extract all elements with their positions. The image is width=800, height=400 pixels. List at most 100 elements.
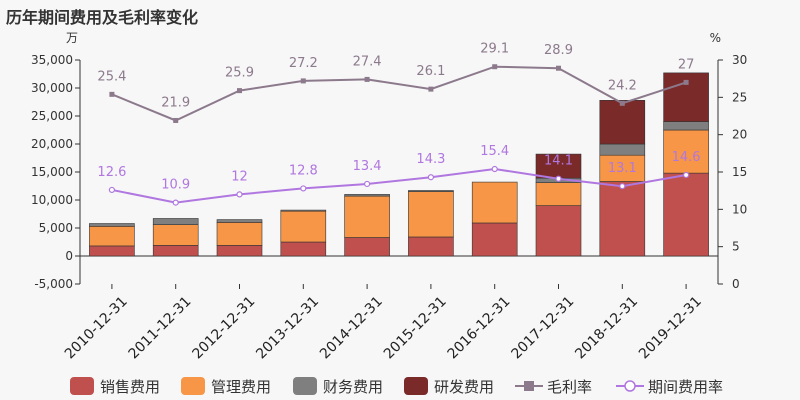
- legend-swatch: [70, 377, 94, 395]
- data-label: 27.4: [353, 54, 382, 69]
- line-point: [300, 78, 306, 84]
- left-axis-unit: 万: [66, 31, 78, 45]
- bar-segment: [152, 245, 199, 257]
- x-tick-label: 2016-12-31: [445, 294, 514, 363]
- x-tick-label: 2017-12-31: [508, 294, 577, 363]
- bar-segment: [89, 226, 135, 247]
- chart-title: 历年期间费用及毛利率变化: [6, 8, 199, 27]
- bar-segment: [535, 205, 582, 257]
- line-point: [556, 65, 561, 71]
- legend-swatch: [181, 377, 205, 395]
- bar-segment: [599, 181, 646, 257]
- data-label: 14.1: [544, 154, 573, 169]
- right-tick-label: 0: [732, 277, 740, 291]
- line-point: [237, 88, 242, 94]
- data-label: 21.9: [161, 95, 190, 110]
- legend-swatch: [404, 377, 428, 395]
- bar-segment: [152, 224, 199, 246]
- left-tick-label: 30,000: [31, 81, 73, 95]
- data-label: 24.2: [608, 78, 637, 93]
- series-line: [111, 168, 687, 204]
- legend-swatch: [293, 377, 317, 395]
- data-label: 25.4: [97, 69, 126, 84]
- line-point: [172, 199, 179, 206]
- legend-marker: [624, 380, 636, 392]
- bar-segment: [471, 181, 518, 224]
- line-point: [619, 183, 626, 190]
- bar-segment: [280, 241, 327, 257]
- bar-segment: [599, 100, 646, 145]
- line-point: [427, 174, 434, 181]
- bar-segment: [663, 172, 709, 257]
- bar-segment: [344, 237, 390, 257]
- x-tick-label: 2014-12-31: [317, 294, 386, 363]
- bar-segment: [599, 143, 646, 156]
- right-axis-unit: %: [710, 31, 721, 45]
- data-label: 14.3: [416, 152, 445, 167]
- line-point: [682, 171, 690, 179]
- bar-segment: [471, 222, 518, 257]
- line-point: [683, 79, 689, 85]
- line-point: [173, 117, 179, 123]
- left-tick-label: 20,000: [31, 137, 73, 151]
- legend-label: 研发费用: [434, 378, 494, 396]
- bar-segment: [89, 223, 135, 227]
- data-label: 13.4: [353, 159, 382, 174]
- data-label: 14.6: [672, 150, 701, 165]
- x-tick-label: 2018-12-31: [572, 294, 641, 363]
- bar-segment: [216, 245, 263, 257]
- right-tick-label: 30: [732, 53, 747, 67]
- bar-segment: [280, 210, 327, 243]
- bar-segment: [344, 194, 390, 197]
- x-tick-label: 2011-12-31: [126, 294, 195, 363]
- bar-segment: [89, 245, 135, 257]
- line-point: [364, 180, 371, 188]
- bar-segment: [599, 154, 646, 182]
- bar-segment: [152, 218, 199, 225]
- line-point: [555, 175, 562, 182]
- bar-segment: [280, 209, 327, 212]
- bar-segment: [216, 222, 263, 246]
- legend-label: 财务费用: [323, 378, 383, 396]
- legend-label: 毛利率: [547, 378, 592, 396]
- line-point: [491, 165, 498, 173]
- line-point: [109, 91, 115, 97]
- line-point: [492, 64, 498, 70]
- x-tick-label: 2019-12-31: [636, 294, 705, 363]
- bar-segment: [216, 219, 263, 223]
- x-tick-label: 2012-12-31: [189, 294, 258, 363]
- data-label: 27.2: [289, 56, 318, 71]
- line-point: [236, 191, 243, 198]
- data-label: 26.1: [416, 64, 445, 79]
- legend-marker: [524, 381, 534, 391]
- series-line: [111, 65, 687, 122]
- data-label: 27: [678, 57, 695, 72]
- x-tick-label: 2013-12-31: [253, 294, 322, 363]
- right-tick-label: 25: [732, 90, 747, 104]
- bar-segment: [344, 195, 390, 238]
- left-tick-label: 15,000: [31, 165, 73, 179]
- data-label: 29.1: [480, 42, 509, 57]
- data-label: 10.9: [161, 178, 190, 193]
- legend-label: 销售费用: [100, 378, 160, 396]
- x-tick-label: 2015-12-31: [381, 294, 450, 363]
- data-label: 12.6: [97, 165, 126, 180]
- data-label: 28.9: [544, 43, 573, 58]
- line-point: [364, 76, 370, 82]
- data-label: 25.9: [225, 66, 254, 81]
- right-tick-label: 20: [732, 128, 747, 142]
- left-tick-label: 10,000: [31, 193, 73, 207]
- bar-segment: [408, 191, 454, 238]
- left-tick-label: 35,000: [31, 53, 73, 67]
- data-label: 12.8: [289, 163, 318, 178]
- right-tick-label: 5: [732, 240, 740, 254]
- legend-label: 期间费用率: [648, 378, 723, 396]
- x-tick-label: 2010-12-31: [62, 294, 131, 363]
- left-tick-label: -5,000: [34, 277, 73, 291]
- line-point: [300, 185, 307, 192]
- right-tick-label: 15: [732, 165, 747, 179]
- data-label: 15.4: [480, 144, 509, 159]
- bar-segment: [663, 121, 709, 131]
- left-tick-label: 5,000: [39, 221, 73, 235]
